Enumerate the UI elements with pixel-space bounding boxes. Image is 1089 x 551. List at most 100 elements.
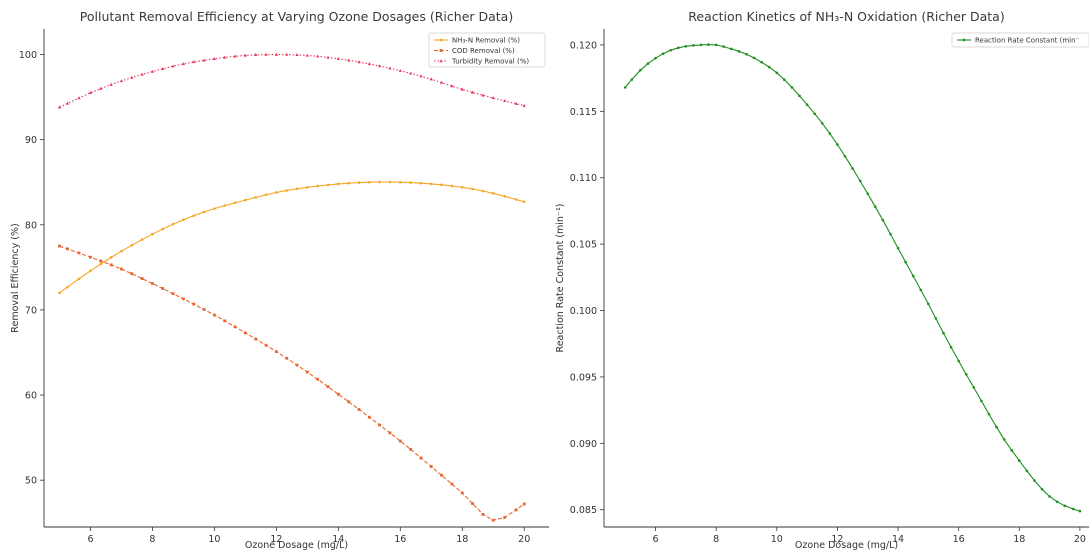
data-point-marker: [439, 80, 444, 84]
chart-panel-1: Pollutant Removal Efficiency at Varying …: [10, 9, 549, 551]
y-tick-label: 0.100: [570, 306, 597, 317]
legend: NH₃-N Removal (%) COD Removal (%) Turbidit…: [428, 32, 546, 68]
data-point-marker: [1033, 479, 1036, 482]
data-point-marker: [491, 96, 495, 100]
data-point-marker: [316, 377, 320, 381]
data-point-marker: [150, 69, 155, 73]
data-point-marker: [182, 297, 185, 301]
data-point-marker: [646, 62, 650, 65]
data-point-marker: [99, 86, 103, 90]
data-point-marker: [503, 516, 507, 519]
data-point-marker: [790, 86, 794, 89]
data-point-marker: [398, 439, 402, 443]
data-point-marker: [66, 285, 69, 289]
data-point-marker: [367, 62, 371, 66]
data-point-marker: [669, 48, 672, 52]
data-point-marker: [980, 399, 983, 403]
data-point-marker: [140, 72, 144, 76]
data-point-marker: [274, 52, 278, 56]
data-point-marker: [326, 55, 330, 59]
data-point-marker: [927, 302, 930, 306]
data-point-marker: [213, 207, 216, 210]
x-tick-label: 12: [831, 534, 843, 545]
data-point-marker: [522, 103, 526, 107]
data-point-marker: [347, 400, 351, 404]
data-point-marker: [347, 181, 350, 185]
data-point-marker: [295, 187, 299, 191]
data-point-marker: [911, 274, 915, 278]
data-point-marker: [367, 415, 371, 419]
data-point-marker: [305, 370, 309, 374]
data-point-marker: [1071, 507, 1075, 511]
y-tick-label: 90: [25, 135, 37, 146]
data-point-marker: [904, 260, 907, 264]
legend-box: [951, 32, 1089, 48]
data-point-marker: [460, 491, 464, 495]
data-point-marker: [77, 96, 81, 100]
data-point-marker: [752, 56, 756, 60]
data-point-marker: [192, 60, 196, 64]
legend-label: COD Removal (%): [452, 47, 515, 55]
series-1: [58, 180, 526, 295]
data-point-marker: [836, 143, 839, 146]
data-point-marker: [378, 423, 382, 427]
y-tick-label: 0.095: [570, 372, 597, 383]
legend-swatch-marker: [962, 38, 966, 42]
data-point-marker: [767, 65, 771, 69]
data-point-marker: [919, 288, 923, 292]
data-point-marker: [233, 325, 237, 329]
data-point-marker: [326, 183, 330, 187]
series-line: [59, 245, 525, 521]
data-point-marker: [337, 182, 340, 186]
data-point-marker: [889, 232, 892, 236]
data-point-marker: [881, 218, 885, 222]
data-point-marker: [896, 246, 900, 250]
data-point-marker: [243, 331, 247, 335]
y-tick-label: 100: [19, 50, 37, 61]
data-point-marker: [264, 193, 268, 197]
y-tick-label: 70: [25, 305, 37, 316]
data-point-marker: [120, 249, 123, 253]
data-point-marker: [805, 103, 809, 106]
legend: Reaction Rate Constant (min⁻: [951, 32, 1089, 48]
data-point-marker: [699, 43, 703, 47]
data-point-marker: [336, 392, 340, 396]
series-line: [59, 181, 525, 294]
data-point-marker: [254, 337, 258, 341]
legend-swatch-marker: [439, 49, 443, 52]
data-point-marker: [972, 386, 976, 389]
data-point-marker: [957, 359, 960, 363]
y-tick-label: 80: [25, 220, 37, 231]
data-point-marker: [388, 180, 392, 184]
data-point-marker: [760, 60, 763, 64]
y-tick-label: 60: [25, 391, 37, 402]
data-point-marker: [707, 43, 710, 46]
x-tick-label: 18: [456, 534, 468, 545]
data-point-marker: [388, 66, 392, 70]
data-point-marker: [171, 64, 175, 68]
legend-label: Reaction Rate Constant (min⁻: [975, 37, 1080, 45]
x-tick-label: 14: [892, 534, 904, 545]
data-point-marker: [130, 243, 134, 247]
data-point-marker: [254, 196, 258, 199]
data-point-marker: [639, 68, 642, 72]
data-point-marker: [843, 154, 847, 158]
x-tick-label: 16: [953, 534, 965, 545]
data-point-marker: [65, 101, 70, 105]
data-point-marker: [77, 277, 81, 281]
x-tick-label: 20: [518, 534, 530, 545]
x-tick-label: 6: [653, 534, 659, 545]
x-axis-label: Ozone Dosage (mg/L): [795, 540, 898, 551]
data-point-marker: [450, 184, 454, 188]
data-point-marker: [460, 186, 464, 189]
data-point-marker: [264, 343, 268, 347]
data-point-marker: [409, 71, 413, 75]
data-point-marker: [1048, 495, 1051, 498]
data-point-marker: [934, 317, 938, 320]
data-point-marker: [623, 86, 627, 89]
data-point-marker: [514, 198, 518, 201]
y-tick-label: 0.110: [570, 173, 597, 184]
series-1: [623, 43, 1082, 513]
data-point-marker: [89, 269, 92, 273]
